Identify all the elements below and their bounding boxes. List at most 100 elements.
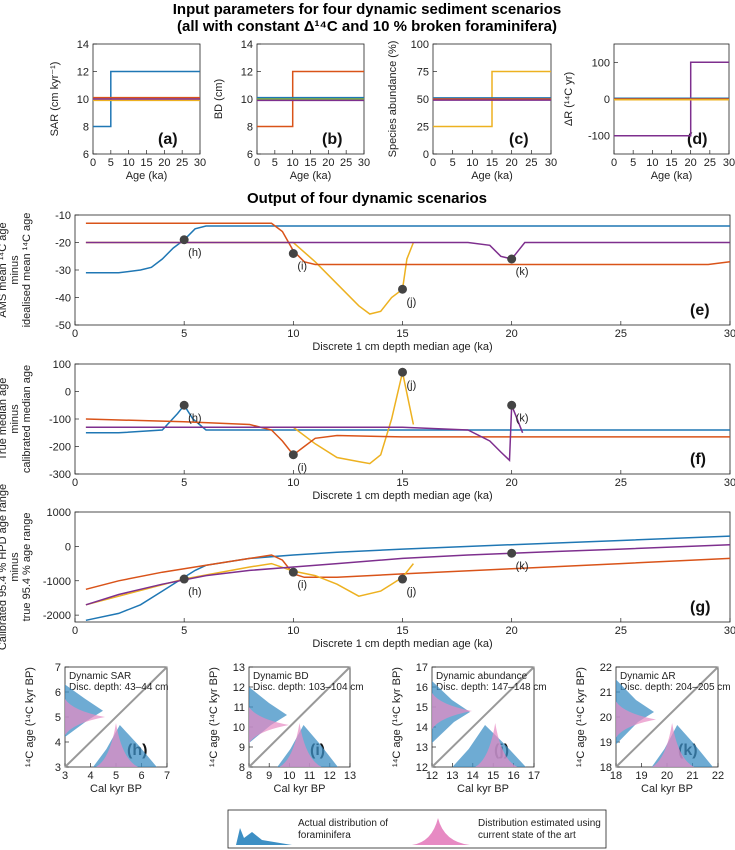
x-tick-label: 25 [176,157,188,169]
x-tick-label: 30 [194,157,206,169]
x-tick-label: 30 [545,157,557,169]
x-tick-label: 20 [158,157,170,169]
y-tick-label: -10 [55,210,71,222]
x-axis-label: Discrete 1 cm depth median age (ka) [312,341,492,353]
y-tick-label: 50 [417,94,429,106]
x-tick-label: 10 [123,157,135,169]
x-tick-label: 25 [615,625,627,637]
y-axis-label-line: SAR (cm kyr⁻¹) [49,62,61,137]
x-tick-label: 0 [611,157,617,169]
panel-note-line: Disc. depth: 147–148 cm [436,682,547,693]
panel-note-line: Dynamic SAR [69,671,131,682]
legend-estimated-line2: current state of the art [478,830,576,841]
panel-k: 18 19 20 21 22 18 19 20 21 22 Cal kyr BP ¹⁴C age (¹… [575,662,731,795]
y-axis-label-line: ¹⁴C age (¹⁴C kyr BP) [391,667,403,767]
y-axis-label-line: BD (cm) [213,79,225,119]
x-tick-label: 10 [287,477,299,489]
panel-tag: (f) [690,451,706,468]
series-line-purple [85,543,730,606]
panel-j: 12 13 14 15 16 17 12 13 14 15 16 17 Cal kyr BP ¹⁴C ag… [391,662,547,795]
panel-b: 0 5 10 15 20 25 30 6 8 10 12 14 Age (ka) BD (cm) (b) [213,39,370,182]
y-tick-label: 100 [411,39,429,51]
y-axis-label-line: idealised mean ¹⁴C age [21,213,33,328]
y-axis-label: True median ageminuscalibrated median ag… [0,365,33,473]
annotation-marker [288,567,298,577]
x-tick-label: 15 [396,328,408,340]
plot-area [74,511,731,623]
x-tick-label: 20 [661,770,673,782]
annotation-marker [179,400,189,410]
annotation-label: (h) [188,412,201,424]
y-tick-label: 4 [55,737,61,749]
x-tick-label: 4 [87,770,93,782]
y-tick-label: 13 [233,662,245,674]
y-tick-label: 6 [55,687,61,699]
series-line-purple [85,241,730,260]
panel-tag: (d) [687,131,707,148]
x-tick-label: 5 [108,157,114,169]
x-tick-label: 10 [287,157,299,169]
y-tick-label: 17 [416,662,428,674]
panel-a: 0 5 10 15 20 25 30 6 8 10 12 14 Age (ka) SAR (cm kyr⁻… [49,39,206,182]
y-axis-label: Calibrated 95.4 % HPD age rangeminustrue… [0,484,33,650]
legend-estimated-swatch [412,818,470,845]
y-tick-label: 6 [83,149,89,161]
x-axis-label: Cal kyr BP [274,783,326,795]
y-axis-label-line: True median age [0,378,9,461]
x-axis-label: Cal kyr BP [457,783,509,795]
x-axis-label: Cal kyr BP [641,783,693,795]
y-axis-label-line: Calibrated 95.4 % HPD age range [0,484,9,650]
annotation-label: (i) [297,462,307,474]
y-axis-label: ΔR (¹⁴C yr) [563,72,575,126]
panel-note-line: Dynamic abundance [436,671,528,682]
x-tick-label: 5 [630,157,636,169]
input-title-line2: (all with constant Δ¹⁴C and 10 % broken … [177,18,557,35]
one-to-one-line [64,666,168,768]
annotation-label: (j) [407,379,417,391]
y-tick-label: 20 [600,712,612,724]
x-tick-label: 10 [287,625,299,637]
annotation-marker [179,235,189,245]
y-axis-label-line: calibrated median age [21,365,33,473]
y-tick-label: 8 [247,122,253,134]
x-tick-label: 17 [528,770,540,782]
x-tick-label: 20 [506,328,518,340]
y-tick-label: 1000 [47,507,71,519]
x-tick-label: 5 [113,770,119,782]
panel-note-line: Dynamic ΔR [620,671,676,682]
legend-box [227,809,607,849]
x-tick-label: 25 [615,477,627,489]
series-line-blue [85,404,730,434]
estimated-x-distribution [279,723,322,767]
y-tick-label: -300 [49,469,71,481]
panel-note: Dynamic BD Disc. depth: 103–104 cm [253,671,364,693]
x-tick-label: 15 [304,157,316,169]
y-tick-label: -200 [49,442,71,454]
estimated-y-distribution [65,699,105,735]
annotation-marker [507,548,517,558]
x-tick-label: 15 [396,477,408,489]
annotation-marker [507,254,517,264]
y-tick-label: 0 [65,387,71,399]
x-tick-label: 30 [723,157,735,169]
y-tick-label: 8 [83,122,89,134]
x-tick-label: 15 [140,157,152,169]
x-tick-label: 15 [665,157,677,169]
x-tick-label: 15 [486,157,498,169]
y-tick-label: 100 [53,359,71,371]
panel-g: 0 5 10 15 20 25 30 -2000 -1000 0 1000 Discrete 1 cm… [0,484,735,650]
x-tick-label: 19 [635,770,647,782]
y-tick-label: 12 [241,67,253,79]
x-tick-label: 0 [254,157,260,169]
x-axis-label: Age (ka) [471,170,513,182]
series-line-blue [85,225,730,274]
y-tick-label: 0 [65,541,71,553]
annotation-label: (i) [297,579,307,591]
estimated-y-distribution [616,701,656,738]
y-tick-label: 19 [600,737,612,749]
x-tick-label: 16 [507,770,519,782]
y-axis-label: ¹⁴C age (¹⁴C kyr BP) [208,667,220,767]
panel-tag: (c) [509,131,529,148]
panel-e: 0 5 10 15 20 25 30 -50 -40 -30 -20 -10 Discrete 1 cm… [0,210,735,353]
